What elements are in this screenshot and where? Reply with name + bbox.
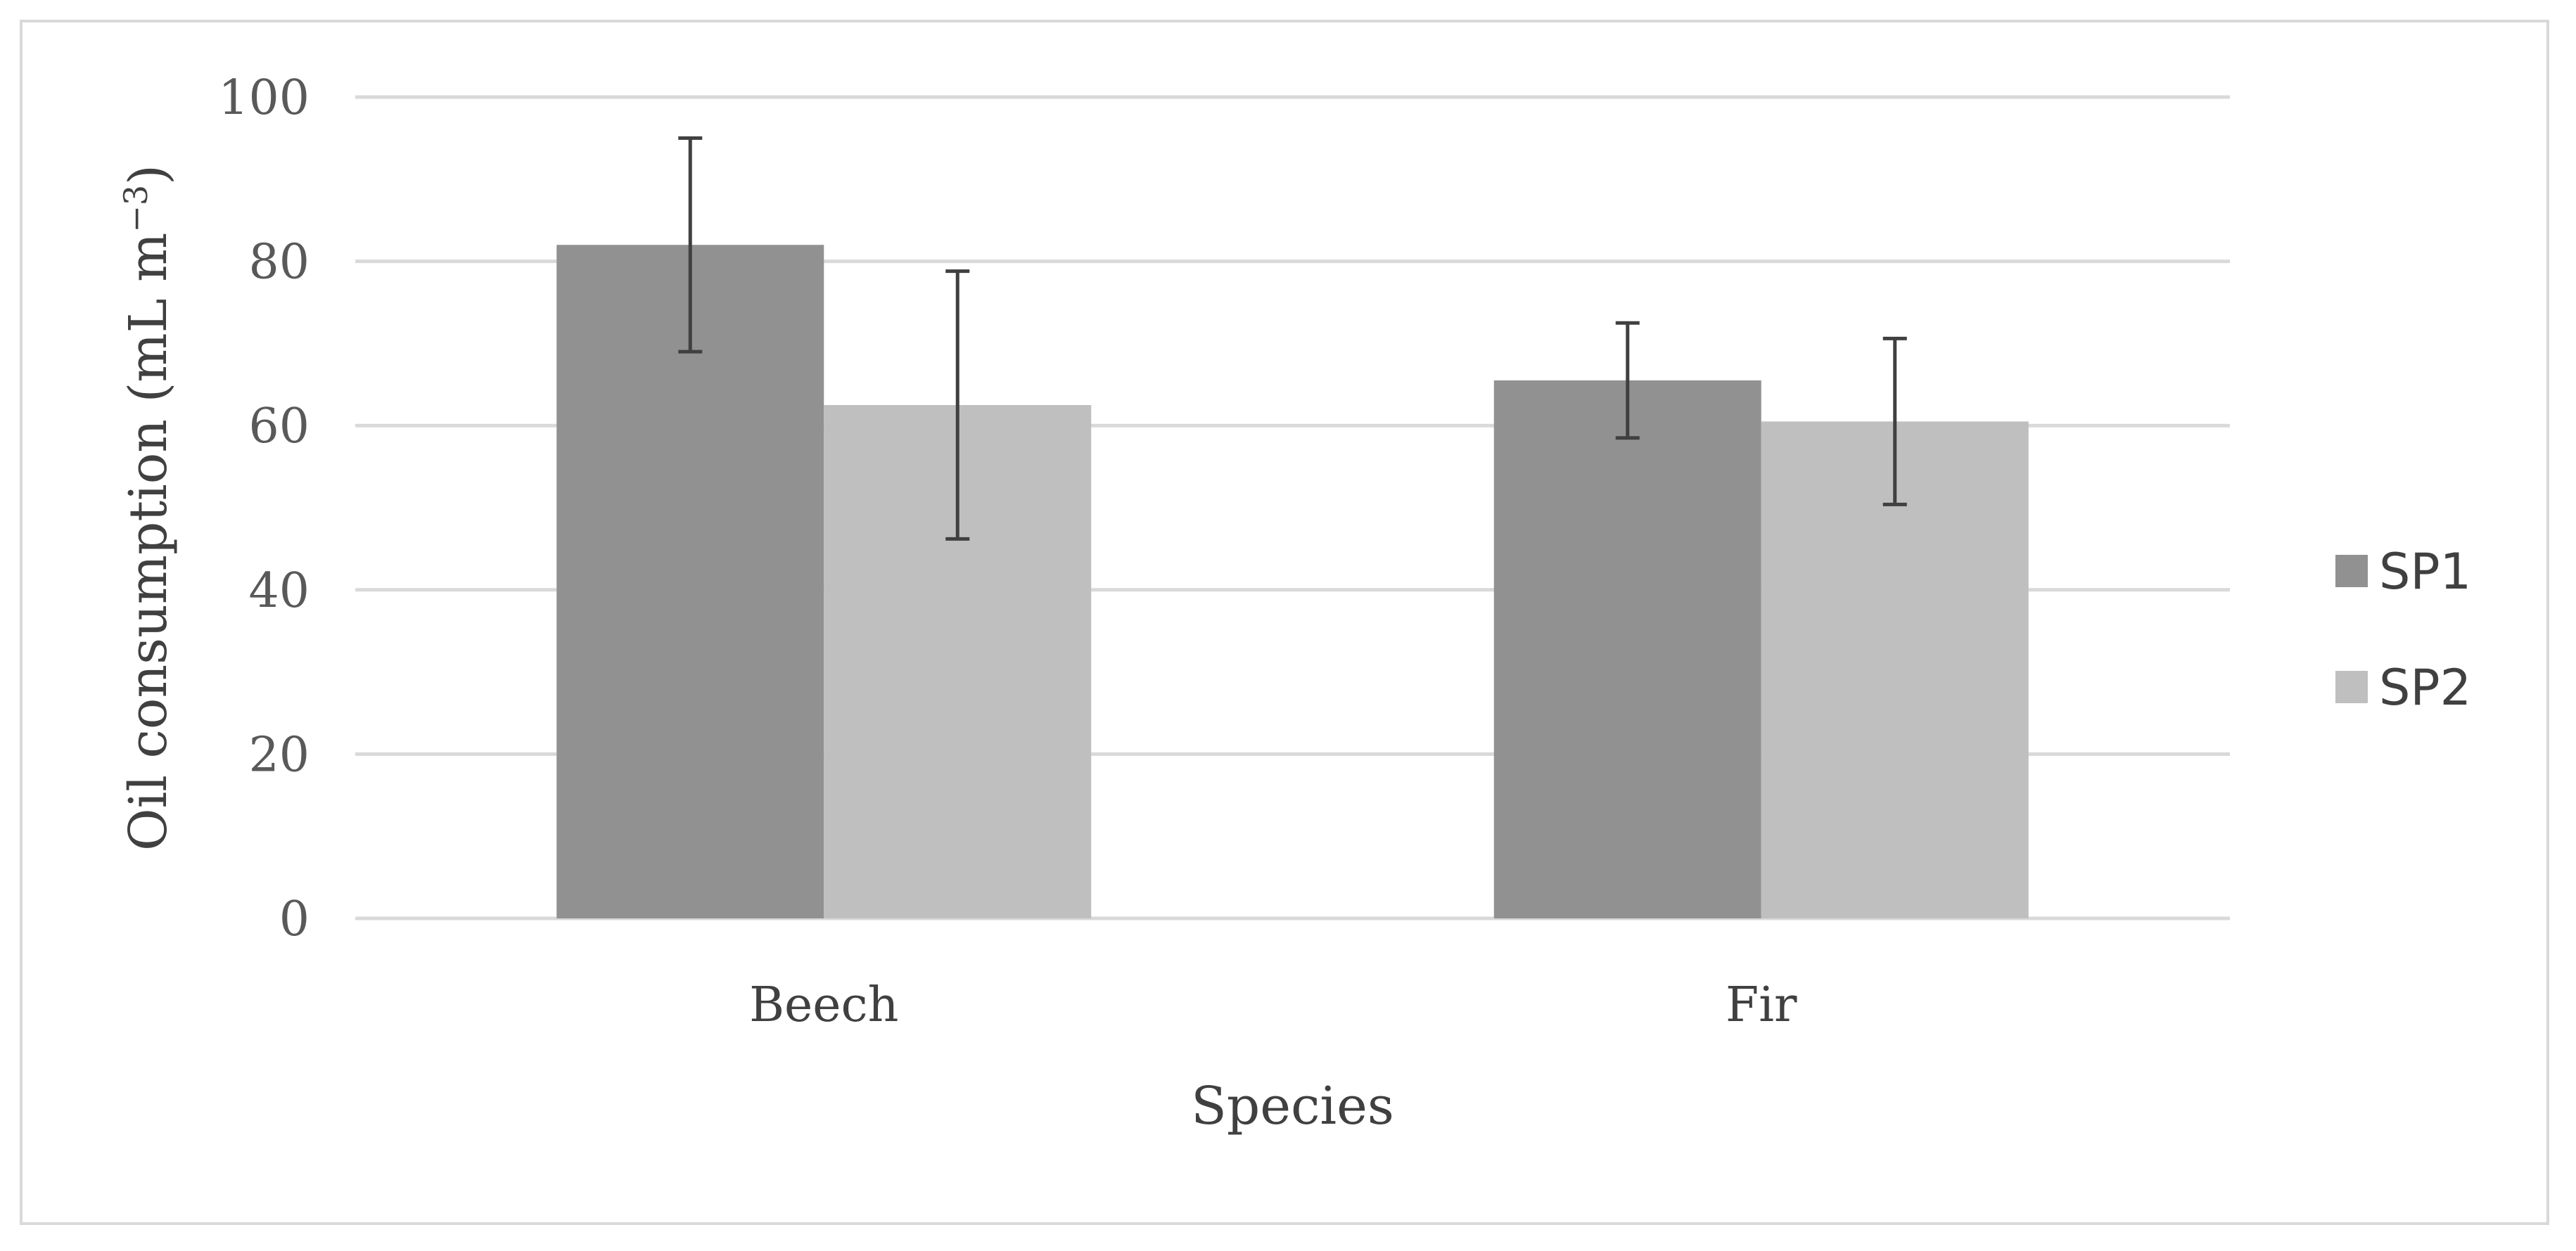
error-bar-sp2-beech [945, 269, 970, 541]
y-axis-title-main: Oil consumption (mL m [118, 233, 179, 851]
error-bars [678, 136, 1907, 541]
error-bar-sp2-fir [1882, 336, 1907, 506]
x-tick-label: Fir [1726, 977, 1797, 1033]
bar-sp1-beech [556, 245, 824, 918]
x-axis-category-labels: Beech Fir [749, 977, 1797, 1033]
legend-label-sp2: SP2 [2379, 659, 2471, 717]
y-axis-title-close: ) [118, 165, 179, 185]
legend-label-sp1: SP1 [2379, 543, 2471, 601]
bar-sp1-fir [1493, 380, 1761, 918]
y-tick-label: 60 [248, 399, 310, 454]
legend-swatch-sp2 [2335, 671, 2368, 703]
y-tick-label: 40 [248, 563, 310, 619]
legend: SP1 SP2 [2335, 543, 2471, 717]
legend-swatch-sp1 [2335, 555, 2368, 587]
error-bar-sp1-beech [678, 136, 703, 354]
y-tick-label: 20 [248, 727, 310, 783]
y-axis-tick-labels: 0 20 40 60 80 100 [218, 70, 310, 947]
x-tick-label: Beech [749, 977, 898, 1033]
y-tick-label: 0 [279, 892, 310, 947]
y-axis-title: Oil consumption (mL m−3) [117, 165, 179, 851]
chart-frame [20, 20, 2549, 1225]
y-axis-title-superscript: −3 [117, 185, 155, 233]
y-tick-label: 80 [248, 235, 310, 290]
error-bar-sp1-fir [1615, 321, 1640, 440]
bars [556, 245, 2029, 918]
x-axis-title: Species [1191, 1076, 1394, 1136]
y-tick-label: 100 [218, 70, 310, 126]
